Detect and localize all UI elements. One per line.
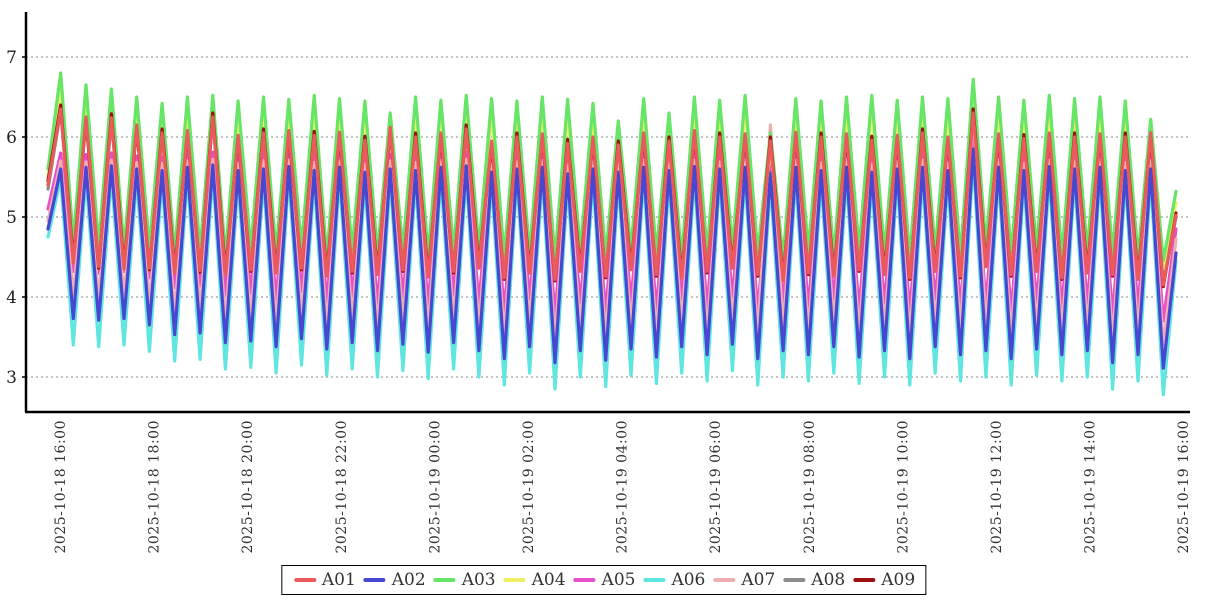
legend-item-A05[interactable]: A05 [573, 569, 636, 590]
legend-label: A05 [601, 569, 636, 590]
series-line-A03 [46, 71, 1178, 263]
x-tick-label: 2025-10-19 06:00 [708, 420, 724, 554]
x-tick-label: 2025-10-18 18:00 [147, 420, 163, 554]
x-tick-label: 2025-10-18 20:00 [240, 420, 256, 554]
legend-item-A01[interactable]: A01 [293, 569, 356, 590]
legend-label: A08 [811, 569, 846, 590]
legend-swatch-A03 [433, 578, 456, 582]
legend-swatch-A06 [643, 578, 666, 582]
legend-swatch-A08 [783, 578, 806, 582]
legend-item-A07[interactable]: A07 [713, 569, 776, 590]
legend-item-A06[interactable]: A06 [643, 569, 706, 590]
y-tick-label: 3 [6, 368, 17, 388]
x-tick-label: 2025-10-19 04:00 [615, 420, 631, 554]
x-tick-label: 2025-10-19 14:00 [1083, 420, 1099, 554]
legend-swatch-A05 [573, 578, 596, 582]
chart-legend: A01 A02 A03 A04 A05 A06 A07 A08 A09 [280, 565, 927, 595]
legend-label: A03 [461, 569, 496, 590]
legend-label: A02 [391, 569, 426, 590]
legend-item-A09[interactable]: A09 [853, 569, 916, 590]
y-tick-label: 6 [6, 128, 17, 148]
legend-item-A08[interactable]: A08 [783, 569, 846, 590]
y-tick-label: 7 [6, 48, 17, 68]
legend-label: A09 [881, 569, 916, 590]
legend-swatch-A09 [853, 578, 876, 582]
x-tick-label: 2025-10-19 12:00 [989, 420, 1005, 554]
x-tick-label: 2025-10-19 16:00 [1176, 420, 1192, 554]
x-tick-label: 2025-10-18 16:00 [53, 420, 69, 554]
legend-item-A03[interactable]: A03 [433, 569, 496, 590]
x-tick-label: 2025-10-19 08:00 [802, 420, 818, 554]
legend-swatch-A02 [363, 578, 386, 582]
legend-item-A04[interactable]: A04 [503, 569, 566, 590]
x-tick-label: 2025-10-18 22:00 [334, 420, 350, 554]
x-tick-label: 2025-10-19 02:00 [521, 420, 537, 554]
series-line-A01 [46, 107, 1178, 287]
legend-swatch-A07 [713, 578, 736, 582]
x-tick-label: 2025-10-19 10:00 [895, 420, 911, 554]
legend-swatch-A04 [503, 578, 526, 582]
series-line-A02 [46, 147, 1178, 370]
legend-label: A04 [531, 569, 566, 590]
legend-swatch-A01 [293, 578, 316, 582]
legend-item-A02[interactable]: A02 [363, 569, 426, 590]
legend-label: A06 [671, 569, 706, 590]
legend-label: A07 [741, 569, 776, 590]
y-tick-label: 4 [6, 288, 17, 308]
y-tick-label: 5 [6, 208, 17, 228]
legend-label: A01 [321, 569, 356, 590]
x-tick-label: 2025-10-19 00:00 [427, 420, 443, 554]
